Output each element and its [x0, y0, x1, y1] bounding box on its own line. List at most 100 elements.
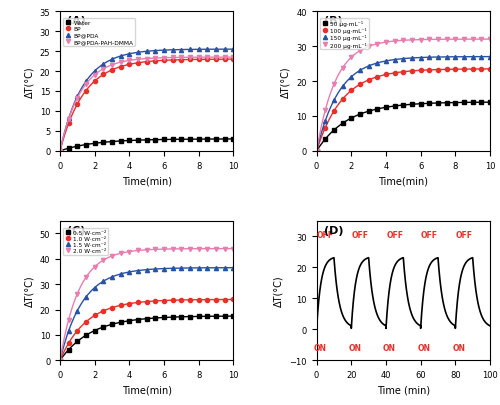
- Text: ON: ON: [383, 343, 396, 353]
- BP@PDA: [66, 117, 71, 121]
- 100 µg·mL⁻¹: [409, 69, 415, 74]
- BP@PDA-PAH-DMMA: [144, 57, 150, 62]
- 100 µg·mL⁻¹: [383, 73, 389, 78]
- 50 µg·mL⁻¹: [400, 103, 406, 108]
- BP@PDA-PAH-DMMA: [196, 55, 202, 60]
- 0.5 W·cm⁻²: [230, 314, 236, 319]
- Water: [135, 139, 141, 143]
- 2.0 W·cm⁻²: [152, 247, 158, 252]
- Line: 50 µg·mL⁻¹: 50 µg·mL⁻¹: [314, 101, 492, 153]
- 0.5 W·cm⁻²: [152, 316, 158, 321]
- 150 µg·mL⁻¹: [478, 55, 484, 60]
- 0.5 W·cm⁻²: [109, 322, 115, 327]
- 200 µg·mL⁻¹: [435, 38, 441, 43]
- 200 µg·mL⁻¹: [322, 108, 328, 113]
- BP@PDA: [83, 79, 89, 84]
- X-axis label: Time(min): Time(min): [122, 176, 172, 185]
- BP@PDA: [92, 69, 98, 74]
- Water: [230, 137, 236, 142]
- Text: OFF: OFF: [456, 231, 472, 240]
- 1.0 W·cm⁻²: [126, 301, 132, 306]
- BP@PDA: [100, 62, 106, 67]
- 1.0 W·cm⁻²: [230, 297, 236, 302]
- BP@PDA-PAH-DMMA: [178, 56, 184, 61]
- Line: BP: BP: [58, 58, 236, 153]
- Text: (B): (B): [324, 16, 342, 26]
- Water: [178, 137, 184, 142]
- 0.5 W·cm⁻²: [92, 328, 98, 333]
- BP: [126, 63, 132, 68]
- Water: [204, 137, 210, 142]
- 50 µg·mL⁻¹: [340, 122, 345, 126]
- 100 µg·mL⁻¹: [392, 71, 398, 76]
- 100 µg·mL⁻¹: [487, 67, 493, 72]
- 1.5 W·cm⁻²: [152, 267, 158, 272]
- 200 µg·mL⁻¹: [487, 38, 493, 43]
- BP: [83, 89, 89, 94]
- 200 µg·mL⁻¹: [470, 38, 476, 43]
- BP@PDA-PAH-DMMA: [187, 55, 193, 60]
- 1.0 W·cm⁻²: [196, 298, 202, 303]
- 0.5 W·cm⁻²: [57, 358, 63, 363]
- 0.5 W·cm⁻²: [66, 347, 71, 352]
- Line: BP@PDA: BP@PDA: [58, 48, 236, 153]
- Water: [57, 149, 63, 154]
- BP@PDA-PAH-DMMA: [135, 58, 141, 62]
- 150 µg·mL⁻¹: [409, 56, 415, 61]
- 0.5 W·cm⁻²: [74, 339, 80, 344]
- BP: [109, 68, 115, 73]
- 0.5 W·cm⁻²: [178, 315, 184, 320]
- 200 µg·mL⁻¹: [461, 38, 467, 43]
- Legend: 0.5 W·cm⁻², 1.0 W·cm⁻², 1.5 W·cm⁻², 2.0 W·cm⁻²: 0.5 W·cm⁻², 1.0 W·cm⁻², 1.5 W·cm⁻², 2.0 …: [63, 228, 108, 256]
- BP@PDA: [74, 95, 80, 100]
- 50 µg·mL⁻¹: [322, 137, 328, 142]
- BP@PDA-PAH-DMMA: [204, 55, 210, 60]
- 2.0 W·cm⁻²: [222, 247, 228, 252]
- 150 µg·mL⁻¹: [383, 60, 389, 64]
- BP@PDA: [178, 48, 184, 53]
- BP: [170, 58, 175, 63]
- 200 µg·mL⁻¹: [366, 45, 372, 50]
- 200 µg·mL⁻¹: [392, 39, 398, 44]
- X-axis label: Time (min): Time (min): [376, 385, 430, 394]
- Text: (A): (A): [67, 16, 86, 26]
- 2.0 W·cm⁻²: [57, 358, 63, 363]
- 200 µg·mL⁻¹: [418, 38, 424, 43]
- 200 µg·mL⁻¹: [374, 42, 380, 47]
- Line: 200 µg·mL⁻¹: 200 µg·mL⁻¹: [314, 38, 492, 153]
- 150 µg·mL⁻¹: [452, 55, 458, 60]
- 2.0 W·cm⁻²: [187, 247, 193, 252]
- 1.5 W·cm⁻²: [222, 266, 228, 271]
- Text: (D): (D): [324, 225, 343, 235]
- Line: 150 µg·mL⁻¹: 150 µg·mL⁻¹: [314, 55, 492, 153]
- BP: [213, 58, 219, 62]
- BP@PDA: [126, 52, 132, 57]
- 0.5 W·cm⁻²: [83, 333, 89, 338]
- BP@PDA-PAH-DMMA: [109, 63, 115, 68]
- 100 µg·mL⁻¹: [400, 70, 406, 75]
- 50 µg·mL⁻¹: [314, 149, 320, 154]
- 2.0 W·cm⁻²: [204, 247, 210, 252]
- 2.0 W·cm⁻²: [161, 247, 167, 252]
- 50 µg·mL⁻¹: [409, 102, 415, 107]
- Water: [66, 146, 71, 151]
- 100 µg·mL⁻¹: [331, 109, 337, 114]
- 150 µg·mL⁻¹: [470, 55, 476, 60]
- 150 µg·mL⁻¹: [348, 75, 354, 80]
- 0.5 W·cm⁻²: [135, 318, 141, 322]
- 100 µg·mL⁻¹: [444, 68, 450, 72]
- 100 µg·mL⁻¹: [322, 126, 328, 131]
- 0.5 W·cm⁻²: [126, 318, 132, 323]
- Water: [126, 139, 132, 144]
- 100 µg·mL⁻¹: [478, 67, 484, 72]
- BP@PDA-PAH-DMMA: [161, 56, 167, 61]
- 50 µg·mL⁻¹: [366, 109, 372, 114]
- 2.0 W·cm⁻²: [83, 275, 89, 280]
- BP@PDA-PAH-DMMA: [66, 117, 71, 122]
- BP: [135, 61, 141, 66]
- BP@PDA-PAH-DMMA: [74, 96, 80, 101]
- 1.5 W·cm⁻²: [187, 266, 193, 271]
- Text: OFF: OFF: [317, 231, 334, 240]
- 100 µg·mL⁻¹: [418, 69, 424, 74]
- BP@PDA-PAH-DMMA: [230, 55, 236, 60]
